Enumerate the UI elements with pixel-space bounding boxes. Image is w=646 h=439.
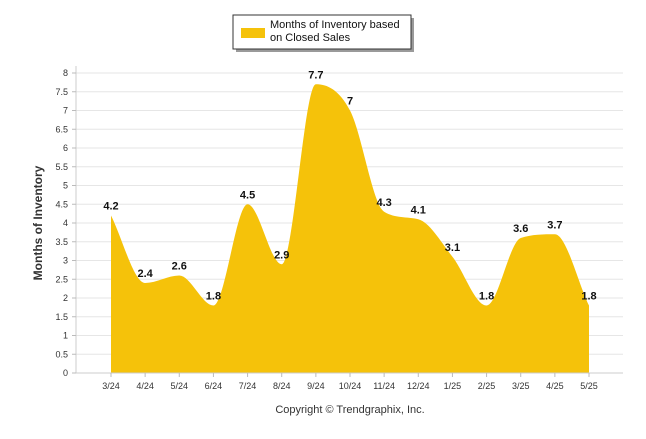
x-tick-label: 10/24 [339,381,362,391]
x-tick-label: 11/24 [373,381,395,391]
data-point [280,262,284,266]
data-label: 3.7 [547,219,562,231]
legend: Months of Inventory based on Closed Sale… [232,14,414,52]
data-point [587,304,591,308]
y-tick-label: 1.5 [55,312,68,322]
y-tick-label: 0 [63,368,68,378]
data-label: 4.2 [103,201,118,213]
data-label: 4.1 [411,204,426,216]
area-fill [111,84,589,373]
data-labels: 4.2 2.4 2.6 1.8 4.5 2.9 7.7 7 4.3 4.1 3.1 1.8 3.6 3.7… [103,69,596,302]
y-tick-label: 6.5 [55,124,68,134]
y-tick-label: 7.5 [55,87,68,97]
data-point [109,214,113,218]
y-tick-label: 6 [63,143,68,153]
data-point [450,255,454,259]
y-tick-label: 4.5 [55,199,68,209]
data-point [348,109,352,113]
data-label: 1.8 [581,291,596,303]
x-tick-label: 5/24 [171,381,189,391]
data-label: 4.5 [240,189,255,201]
y-tick-label: 4 [63,218,68,228]
legend-label-line1: Months of Inventory based [270,19,400,31]
y-tick-label: 2 [63,293,68,303]
data-point [314,82,318,86]
data-point [485,304,489,308]
x-tick-label: 5/25 [580,381,598,391]
x-tick-label: 9/24 [307,381,325,391]
data-point [553,232,557,236]
copyright-text: Copyright © Trendgraphix, Inc. [275,404,424,416]
y-tick-label: 2.5 [55,274,68,284]
x-tick-label: 4/24 [136,381,154,391]
y-tick-label: 3 [63,256,68,266]
data-label: 2.9 [274,249,289,261]
x-tick-label: 4/25 [546,381,564,391]
y-tick-label: 0.5 [55,349,68,359]
data-point [382,210,386,214]
data-label: 2.4 [137,268,153,280]
data-label: 7.7 [308,69,323,81]
x-tick-label: 7/24 [239,381,257,391]
x-tick-label: 1/25 [444,381,462,391]
legend-label-line2: on Closed Sales [270,32,351,44]
y-axis-title: Months of Inventory [31,165,45,280]
y-tick-label: 5.5 [55,162,68,172]
data-label: 1.8 [479,291,494,303]
x-tick-label: 3/24 [102,381,120,391]
y-tick-label: 7 [63,106,68,116]
data-point [519,236,523,240]
y-tick-label: 3.5 [55,237,68,247]
y-tick-labels: 0 0.5 1 1.5 2 2.5 3 3.5 4 4.5 5 5.5 6 6.5 7 7.5 8 [55,68,76,378]
data-point [211,304,215,308]
x-tick-labels: 3/24 4/24 5/24 6/24 7/24 8/24 9/24 10/24 11/24 12… [102,373,598,391]
data-point [177,274,181,278]
data-label: 2.6 [172,261,187,273]
data-label: 1.8 [206,291,221,303]
x-tick-label: 6/24 [205,381,223,391]
x-tick-label: 2/25 [478,381,496,391]
data-label: 3.1 [445,242,460,254]
data-point [143,281,147,285]
area-series [109,82,591,373]
data-label: 7 [347,96,353,108]
y-tick-label: 5 [63,181,68,191]
y-tick-label: 1 [63,331,68,341]
legend-swatch [241,28,265,38]
data-point [246,202,250,206]
data-label: 3.6 [513,223,528,235]
y-tick-label: 8 [63,68,68,78]
data-label: 4.3 [376,197,391,209]
x-tick-label: 8/24 [273,381,291,391]
x-tick-label: 3/25 [512,381,530,391]
data-point [416,217,420,221]
x-tick-label: 12/24 [407,381,430,391]
